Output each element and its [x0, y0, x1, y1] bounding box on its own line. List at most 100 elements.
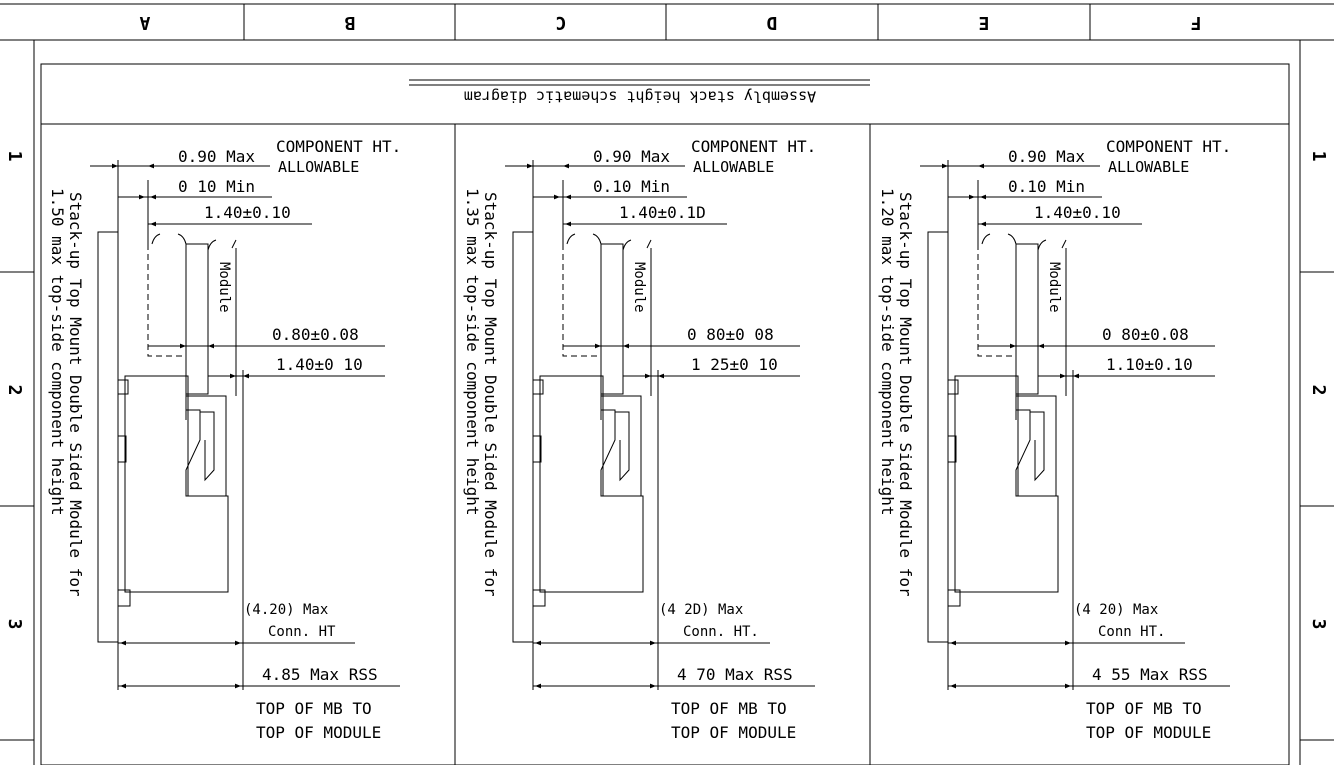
motherboard-hatch [512, 231, 534, 643]
rss: 4.85 Max RSS [262, 665, 378, 684]
sheet-frame [0, 3, 1334, 765]
connector-latch [615, 411, 630, 482]
stack-view-1: 0.90 Max COMPONENT HT. ALLOWABLE 0 10 Min 1.… [48, 137, 401, 742]
conn-ht: (4.20) Max [244, 602, 328, 618]
rss: 4 55 Max RSS [1092, 665, 1208, 684]
stack-label: Stack-up Top Mount Double Sided Module f… [481, 192, 500, 597]
connector-latch [200, 411, 215, 482]
comp-ht-label-2: ALLOWABLE [693, 158, 774, 176]
connector-tab [532, 379, 544, 395]
comp-ht-label-1: COMPONENT HT. [1106, 137, 1231, 156]
connector-body [539, 375, 644, 593]
connector-standoff [117, 589, 131, 607]
comp-ht-max: 0.90 Max [593, 147, 670, 166]
connector-foot [532, 435, 542, 463]
connector-foot [947, 435, 957, 463]
connector-contact [600, 395, 642, 497]
component-envelope-top [981, 233, 1017, 245]
zone-row-2-right: 2 [1308, 385, 1329, 396]
note-2: TOP OF MODULE [1086, 723, 1211, 742]
stack-label: Stack-up Top Mount Double Sided Module f… [896, 192, 915, 597]
connector-standoff [532, 589, 546, 607]
zone-row-3-right: 3 [1308, 619, 1329, 630]
module-label: Module [631, 262, 647, 313]
dim-c: 1.10±0.10 [1106, 355, 1193, 374]
zone-col-e: E [979, 12, 990, 33]
connector-foot [117, 435, 127, 463]
dim-a: 1.40±0.10 [204, 203, 291, 222]
module-card-top [1037, 239, 1067, 251]
comp-ht-label-2: ALLOWABLE [1108, 158, 1189, 176]
dim-c: 1 25±0 10 [691, 355, 778, 374]
module-card [600, 243, 624, 395]
component-envelope [977, 244, 1016, 357]
zone-row-1-left: 1 [4, 151, 25, 162]
rss: 4 70 Max RSS [677, 665, 793, 684]
component-envelope [147, 244, 186, 357]
stack-sublabel: 1.50 max top-side component height [48, 188, 67, 516]
component-envelope-top [151, 233, 187, 245]
stack-label: Stack-up Top Mount Double Sided Module f… [66, 192, 85, 597]
comp-ht-label-2: ALLOWABLE [278, 158, 359, 176]
dim-b: 0 80±0 08 [687, 325, 774, 344]
stack-sublabel: 1.20 max top-side component height [878, 188, 897, 516]
conn-label: Conn. HT. [683, 624, 759, 640]
note-2: TOP OF MODULE [256, 723, 381, 742]
zone-row-2-left: 2 [4, 385, 25, 396]
min-gap: 0 10 Min [178, 177, 255, 196]
zone-row-labels: 1 2 3 1 2 3 [4, 151, 1329, 630]
diagram-title: Assembly stack height schematic diagram [464, 88, 816, 106]
zone-column-labels: A B C D E F [139, 12, 1201, 33]
connector-body [954, 375, 1059, 593]
comp-ht-label-1: COMPONENT HT. [276, 137, 401, 156]
note-1: TOP OF MB TO [1086, 699, 1202, 718]
connector-tab [947, 379, 959, 395]
stack-view-2: 0.90 Max COMPONENT HT. ALLOWABLE 0.10 Min 1.… [463, 137, 816, 742]
min-gap: 0.10 Min [1008, 177, 1085, 196]
comp-ht-max: 0.90 Max [178, 147, 255, 166]
component-envelope-top [566, 233, 602, 245]
stack-view-3: 0.90 Max COMPONENT HT. ALLOWABLE 0.10 Min 1.… [878, 137, 1231, 742]
connector-contact [1015, 395, 1057, 497]
note-1: TOP OF MB TO [256, 699, 372, 718]
min-gap: 0.10 Min [593, 177, 670, 196]
connector-body [124, 375, 229, 593]
motherboard-hatch [97, 231, 119, 643]
diagram-title-block: Assembly stack height schematic diagram [409, 79, 870, 106]
module-card [1015, 243, 1039, 395]
connector-standoff [947, 589, 961, 607]
conn-ht: (4 20) Max [1074, 602, 1158, 618]
dim-a: 1.40±0.10 [1034, 203, 1121, 222]
zone-col-b: B [344, 12, 355, 33]
conn-ht: (4 2D) Max [659, 602, 743, 618]
note-2: TOP OF MODULE [671, 723, 796, 742]
connector-contact [185, 395, 227, 497]
motherboard-hatch [927, 231, 949, 643]
component-envelope [562, 244, 601, 357]
module-label: Module [216, 262, 232, 313]
module-card [185, 243, 209, 395]
zone-col-d: D [766, 12, 777, 33]
module-card-top [207, 239, 237, 251]
zone-col-c: C [556, 12, 567, 33]
zone-row-1-right: 1 [1308, 151, 1329, 162]
connector-latch [1030, 411, 1045, 482]
module-card-top [622, 239, 652, 251]
comp-ht-label-1: COMPONENT HT. [691, 137, 816, 156]
dim-a: 1.40±0.1D [619, 203, 706, 222]
zone-col-a: A [139, 12, 150, 33]
comp-ht-max: 0.90 Max [1008, 147, 1085, 166]
conn-label: Conn HT. [1098, 624, 1165, 640]
connector-tab [117, 379, 129, 395]
note-1: TOP OF MB TO [671, 699, 787, 718]
dim-b: 0.80±0.08 [272, 325, 359, 344]
stack-sublabel: 1.35 max top-side component height [463, 188, 482, 516]
module-label: Module [1046, 262, 1062, 313]
zone-row-3-left: 3 [4, 619, 25, 630]
table-frame [40, 63, 1290, 765]
zone-col-f: F [1191, 12, 1202, 33]
dim-b: 0 80±0.08 [1102, 325, 1189, 344]
dim-c: 1.40±0 10 [276, 355, 363, 374]
conn-label: Conn. HT [268, 624, 336, 640]
